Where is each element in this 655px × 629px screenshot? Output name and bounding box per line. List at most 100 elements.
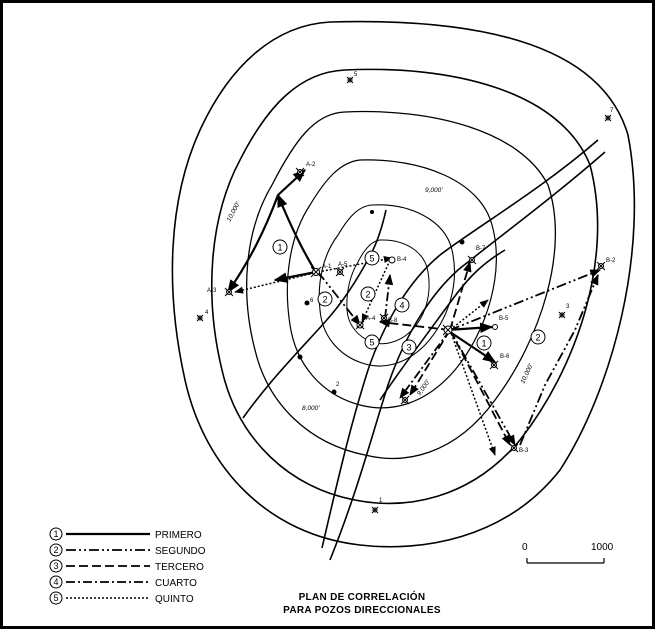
well-label-3: 3 <box>566 304 570 310</box>
path-quinto-1 <box>317 255 393 273</box>
path-primero-1 <box>276 193 317 273</box>
well-label-5: 5 <box>354 72 358 78</box>
correlation-paths <box>227 169 602 456</box>
legend-item-cuarto: 4 CUARTO <box>49 575 197 589</box>
well-label-4: 4 <box>205 310 209 316</box>
well-label-1: 1 <box>379 498 383 504</box>
contour-lines <box>171 20 636 548</box>
fault-main-b <box>329 151 606 561</box>
well-symbol-1 <box>371 506 379 514</box>
svg-text:1: 1 <box>277 243 282 253</box>
fault-west <box>242 209 387 419</box>
well-symbol-b7 <box>467 255 477 265</box>
legend: 1 PRIMERO 2 SEGUNDO 3 TERCERO 4 CUARTO 5… <box>49 527 206 605</box>
legend-item-segundo: 2 SEGUNDO <box>49 543 206 557</box>
well-label-b7: B-7 <box>476 246 486 252</box>
contour-5 <box>318 204 455 367</box>
well-labels: A-2 A-3 A-1 A-5 A-4 B-4 B-7 B-2 B-5 B-6 … <box>205 72 616 504</box>
legend-num-1: 1 <box>53 529 58 539</box>
well-label-a1: A-1 <box>322 264 332 270</box>
well-label-a4: A-4 <box>366 316 376 322</box>
svg-text:4: 4 <box>399 301 404 311</box>
legend-label-cuarto: CUARTO <box>155 578 197 589</box>
well-dot-6 <box>304 300 310 306</box>
legend-label-tercero: TERCERO <box>155 562 204 573</box>
contour-label-9000-north: 9,000' <box>425 187 443 194</box>
dry-hole-dots <box>297 210 465 395</box>
path-quinto-3 <box>361 259 391 323</box>
well-symbol-a5 <box>335 267 345 277</box>
legend-item-tercero: 3 TERCERO <box>49 559 204 573</box>
map-number-1-west: 1 <box>272 239 288 255</box>
contour-4 <box>286 159 497 409</box>
well-symbol-7 <box>604 114 612 122</box>
scale-start-label: 0 <box>522 542 528 553</box>
path-primero-6 <box>446 329 497 363</box>
well-symbol-b5 <box>492 324 498 330</box>
scale-bar: 0 1000 <box>522 542 614 564</box>
well-label-b6: B-6 <box>500 354 510 360</box>
svg-text:2: 2 <box>535 333 540 343</box>
path-tercero-3 <box>449 260 472 331</box>
contour-label-10000-east: 10,000' <box>519 362 535 385</box>
well-dot-fault-1 <box>459 239 465 245</box>
well-label-b2: B-2 <box>606 258 616 264</box>
well-symbol-b8 <box>379 313 389 323</box>
path-cuarto-2 <box>399 329 451 399</box>
well-label-a2: A-2 <box>306 162 316 168</box>
well-symbol-3 <box>558 311 566 319</box>
path-cuarto-1 <box>384 273 394 319</box>
well-label-b5: B-5 <box>499 316 509 322</box>
legend-num-5: 5 <box>53 593 58 603</box>
well-symbol-4 <box>196 314 204 322</box>
well-label-2: 2 <box>336 382 340 388</box>
legend-num-3: 3 <box>53 561 58 571</box>
well-symbol-center-b <box>442 324 454 336</box>
map-number-5-north: 5 <box>364 250 380 266</box>
legend-item-quinto: 5 QUINTO <box>49 591 194 605</box>
legend-label-primero: PRIMERO <box>155 530 202 541</box>
well-dot-fault-2 <box>297 354 303 360</box>
well-symbol-a2 <box>295 167 305 177</box>
well-dot-2 <box>331 389 337 395</box>
fault-east <box>379 249 506 401</box>
path-tercero-2 <box>378 318 451 331</box>
well-symbols <box>196 76 612 514</box>
legend-item-primero: 1 PRIMERO <box>49 527 202 541</box>
well-label-b4: B-4 <box>397 257 407 263</box>
well-symbol-b2 <box>596 261 606 271</box>
map-number-1-east: 1 <box>476 335 492 351</box>
map-number-5-south: 5 <box>364 334 380 350</box>
well-symbol-b3 <box>509 443 519 453</box>
contour-label-8000: 8,000' <box>302 405 320 412</box>
legend-label-quinto: QUINTO <box>155 594 194 605</box>
contour-3 <box>246 110 556 460</box>
path-tercero-4 <box>449 329 511 446</box>
path-primero-3 <box>227 194 280 294</box>
svg-text:5: 5 <box>369 338 374 348</box>
svg-text:3: 3 <box>406 343 411 353</box>
map-title-line-1: PLAN DE CORRELACIÓN <box>299 590 426 603</box>
map-number-2-east: 2 <box>530 329 546 345</box>
well-label-a5: A-5 <box>338 262 348 268</box>
svg-text:2: 2 <box>322 295 327 305</box>
legend-num-4: 4 <box>53 577 58 587</box>
map-title-line-2: PARA POZOS DIRECCIONALES <box>283 605 441 616</box>
well-label-b3: B-3 <box>519 448 529 454</box>
path-segundo-4 <box>449 269 602 331</box>
map-number-2-west: 2 <box>317 291 333 307</box>
contour-label-10000-west: 10,000' <box>226 200 242 223</box>
well-symbol-a4 <box>355 320 365 330</box>
legend-num-2: 2 <box>53 545 58 555</box>
scale-end-label: 1000 <box>591 542 614 553</box>
svg-text:5: 5 <box>369 254 374 264</box>
path-segundo-2 <box>449 329 516 446</box>
well-symbol-b9 <box>400 395 410 405</box>
well-symbol-a3 <box>224 287 234 297</box>
well-label-6: 6 <box>310 298 314 304</box>
map-number-2-center: 2 <box>360 286 376 302</box>
well-dot-center <box>370 210 374 214</box>
contour-outer <box>171 20 636 548</box>
map-number-4: 4 <box>394 297 410 313</box>
